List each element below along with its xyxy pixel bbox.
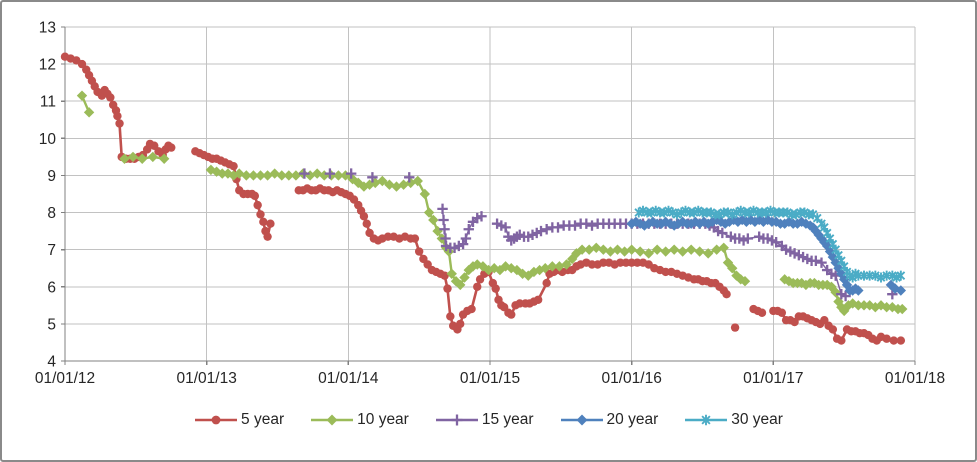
legend-item-30-year[interactable]: 30 year — [684, 412, 783, 428]
y-tick-label: 12 — [39, 57, 56, 74]
y-tick-label: 11 — [40, 94, 56, 111]
legend-marker-diamond-icon — [560, 414, 603, 426]
x-tick-label: 01/01/17 — [743, 370, 803, 387]
legend-marker-plus-icon — [435, 414, 478, 426]
legend-label: 20 year — [606, 411, 659, 429]
series-20-year[interactable] — [626, 214, 907, 296]
x-tick-label: 01/01/12 — [35, 370, 95, 387]
y-tick-label: 4 — [47, 354, 56, 371]
y-tick-label: 5 — [47, 316, 56, 333]
series-5-year[interactable] — [60, 52, 906, 345]
legend-label: 5 year — [241, 411, 285, 429]
y-tick-label: 13 — [39, 20, 56, 37]
series-30-year[interactable] — [634, 205, 906, 283]
y-tick-label: 10 — [39, 131, 57, 148]
y-tick-label: 7 — [47, 242, 56, 259]
legend-label: 10 year — [357, 411, 409, 429]
x-tick-label: 01/01/14 — [318, 370, 379, 387]
y-tick-label: 6 — [47, 279, 56, 296]
legend-label: 15 year — [481, 411, 534, 429]
chart-legend: 5 year 10 year 15 year 20 year 30 year — [2, 412, 975, 428]
x-tick-label: 01/01/16 — [601, 370, 661, 387]
y-tick-label: 9 — [47, 168, 56, 185]
y-tick-label: 8 — [47, 205, 56, 222]
legend-marker-diamond-icon — [311, 414, 354, 426]
x-tick-label: 01/01/15 — [460, 370, 520, 387]
x-tick-label: 01/01/18 — [885, 370, 945, 387]
legend-item-5-year[interactable]: 5 year — [194, 412, 284, 428]
x-tick-label: 01/01/13 — [176, 370, 236, 387]
legend-item-20-year[interactable]: 20 year — [560, 411, 659, 429]
legend-item-10-year[interactable]: 10 year — [310, 412, 409, 428]
legend-marker-asterisk-icon — [685, 414, 728, 426]
legend-label: 30 year — [731, 411, 783, 429]
legend-marker-circle-icon — [195, 415, 238, 425]
legend-item-15-year[interactable]: 15 year — [435, 412, 534, 428]
